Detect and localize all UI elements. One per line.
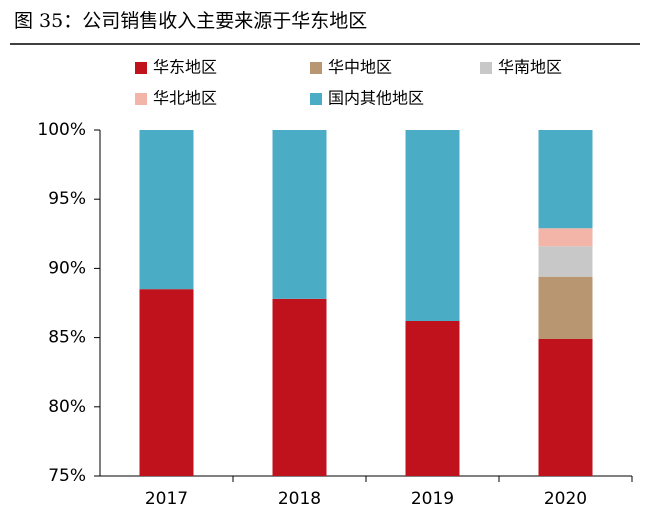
legend-swatch: [135, 93, 147, 105]
legend-swatch: [310, 93, 322, 105]
bar-segment: [538, 276, 593, 339]
legend-label: 华南地区: [498, 58, 562, 77]
bar-segment: [538, 130, 593, 229]
bar-segment: [139, 130, 194, 290]
bar-segment: [272, 298, 327, 476]
legend-swatch: [135, 62, 147, 74]
bar-segment: [538, 338, 593, 476]
chart-title: 图 35：公司销售收入主要来源于华东地区: [14, 10, 367, 32]
x-tick-label: 2018: [278, 489, 321, 509]
x-tick-label: 2017: [145, 489, 188, 509]
bar-segment: [272, 130, 327, 299]
legend-label: 华东地区: [153, 58, 217, 77]
legend-swatch: [310, 62, 322, 74]
y-tick-label: 95%: [48, 189, 86, 209]
bar-segment: [538, 228, 593, 247]
y-tick-label: 90%: [48, 258, 86, 278]
legend-label: 华中地区: [328, 58, 392, 77]
legend-label: 国内其他地区: [328, 89, 424, 108]
y-tick-label: 80%: [48, 397, 86, 417]
y-tick-label: 75%: [48, 466, 86, 486]
x-tick-label: 2020: [544, 489, 587, 509]
x-tick-label: 2019: [411, 489, 454, 509]
legend-label: 华北地区: [153, 89, 217, 108]
bar-segment: [139, 289, 194, 476]
legend-swatch: [480, 62, 492, 74]
bar-segment: [538, 246, 593, 277]
y-tick-label: 100%: [37, 120, 86, 140]
y-tick-label: 85%: [48, 328, 86, 348]
bar-segment: [405, 130, 460, 321]
bar-segment: [405, 320, 460, 476]
